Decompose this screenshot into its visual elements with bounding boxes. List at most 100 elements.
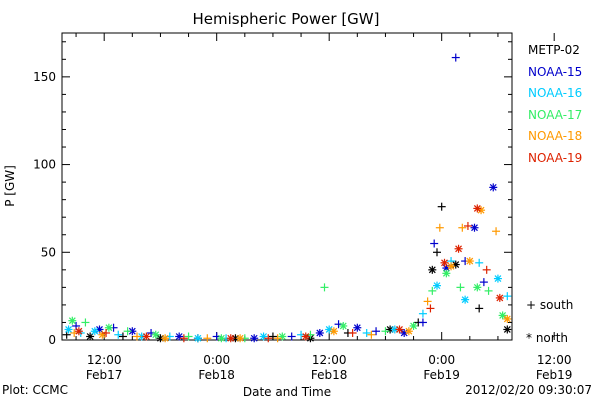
data-point-south (430, 239, 439, 248)
data-point-north (473, 283, 482, 292)
data-point-south (184, 332, 193, 341)
data-point-north (175, 332, 184, 341)
data-point-north (64, 325, 73, 334)
point-stroke (455, 245, 462, 253)
point-stroke (227, 334, 235, 342)
data-point-north (68, 316, 77, 325)
data-point-north (259, 332, 268, 341)
point-stroke (433, 282, 441, 290)
data-point-south (123, 327, 132, 336)
data-point-south (287, 332, 296, 341)
point-stroke (316, 329, 324, 337)
x-tick-date: Feb18 (198, 368, 235, 382)
point-stroke (194, 334, 202, 342)
data-point-north (465, 257, 474, 266)
point-stroke (428, 266, 436, 274)
y-tick-label: 0 (48, 333, 56, 347)
data-point-north (98, 330, 107, 339)
point-stroke (441, 259, 448, 267)
legend-entry: NOAA-17 (528, 107, 583, 122)
data-point-north (470, 223, 479, 232)
x-tick-time: 12:00 (537, 353, 572, 367)
data-point-south (133, 332, 141, 341)
data-point-north (86, 332, 95, 341)
data-points (62, 53, 512, 343)
point-stroke (473, 205, 481, 212)
data-point-north (442, 269, 451, 278)
data-point-south (435, 223, 444, 232)
data-point-south (458, 223, 467, 232)
plot-frame (61, 32, 513, 341)
point-stroke (503, 315, 511, 323)
point-stroke (91, 327, 99, 335)
data-point-south (320, 283, 329, 292)
data-point-north (301, 332, 310, 341)
point-stroke (175, 333, 183, 340)
data-point-south (264, 334, 273, 343)
data-point-north (339, 321, 348, 330)
point-stroke (494, 275, 502, 283)
data-point-south (203, 334, 212, 343)
point-stroke (152, 331, 160, 339)
data-point-north (90, 327, 99, 336)
footer-timestamp: 2012/02/20 09:30:07 (465, 383, 592, 397)
point-stroke (128, 327, 136, 335)
data-point-south (463, 221, 472, 230)
data-point-north (454, 244, 463, 253)
data-point-north (151, 330, 160, 339)
data-point-north (278, 332, 287, 341)
y-axis-label: P [GW] (3, 165, 17, 207)
north-marker-label: * north (526, 331, 569, 345)
y-tick-label: 100 (33, 158, 56, 172)
data-point-south (503, 292, 512, 301)
data-point-north (329, 327, 338, 336)
data-point-south (456, 283, 465, 292)
data-point-south (81, 318, 90, 327)
data-point-north (236, 334, 245, 343)
chart-title: Hemispheric Power [GW] (193, 10, 380, 28)
point-stroke (217, 334, 225, 342)
data-point-north (489, 183, 498, 192)
point-stroke (477, 206, 485, 214)
point-stroke (471, 224, 478, 232)
y-tick-label: 150 (33, 70, 56, 84)
point-stroke (466, 257, 474, 265)
data-point-south (273, 334, 282, 343)
data-point-north (495, 293, 504, 302)
data-point-north (217, 334, 226, 343)
point-stroke (68, 317, 76, 325)
point-stroke (442, 269, 450, 277)
data-point-north (493, 274, 502, 283)
x-tick-time: 0:00 (428, 353, 455, 367)
legend-entry: NOAA-18 (528, 129, 583, 143)
data-point-south (362, 328, 371, 337)
data-point-north (193, 334, 202, 343)
data-point-north (503, 325, 512, 334)
data-point-south (437, 202, 446, 211)
point-stroke (489, 183, 497, 191)
data-point-north (461, 295, 470, 304)
data-point-north (498, 311, 507, 320)
data-point-south (381, 327, 390, 336)
data-point-north (428, 265, 437, 274)
point-stroke (396, 326, 403, 333)
x-tick-time: 12:00 (312, 353, 347, 367)
point-stroke (65, 326, 72, 333)
data-point-south (423, 297, 432, 306)
data-point-north (473, 204, 482, 213)
x-tick-date: Feb19 (536, 368, 573, 382)
point-stroke (339, 322, 347, 330)
x-tick-date: Feb17 (86, 368, 123, 382)
data-point-north (447, 262, 456, 271)
point-stroke (142, 333, 150, 340)
legend-entry: METP-02 (528, 43, 580, 57)
data-point-north (433, 281, 441, 290)
legend-entry: NOAA-16 (528, 86, 583, 100)
data-point-north (395, 325, 404, 334)
data-point-south (118, 332, 127, 341)
point-stroke (405, 327, 413, 335)
data-point-south (268, 332, 277, 341)
data-point-north (142, 332, 151, 341)
data-point-south (433, 248, 441, 257)
